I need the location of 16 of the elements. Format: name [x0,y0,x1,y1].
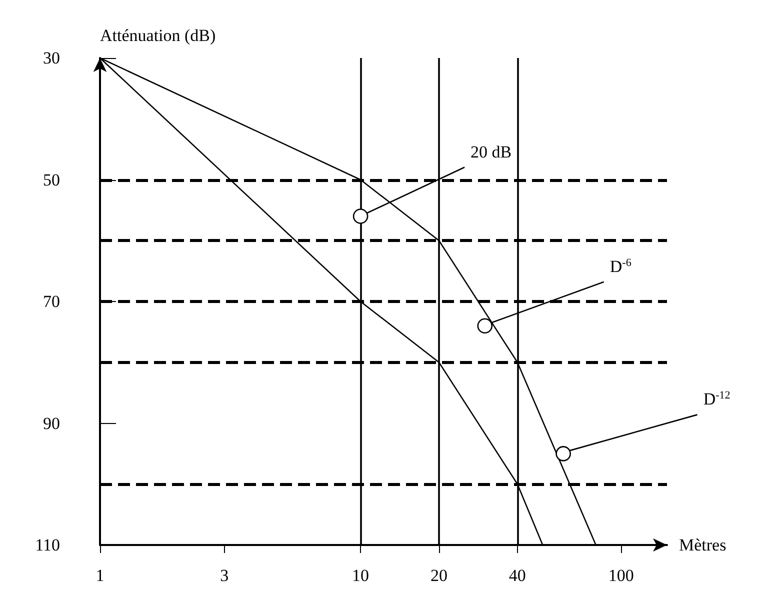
x-tick-label: 100 [608,566,634,585]
y-tick-label: 90 [43,414,60,433]
x-tick-label: 20 [430,566,448,585]
y-tick-label: 110 [35,536,60,554]
y-axis-title: Atténuation (dB) [100,26,216,45]
y-tick-label: 70 [43,292,60,311]
x-tick-label: 1 [96,566,104,585]
y-tick-label: 30 [43,48,60,68]
x-tick-label: 10 [352,566,370,585]
annotation: D$^{-6}$ [610,256,632,276]
x-axis-title: Mètres [679,536,726,554]
annotation: D$^{-12}$ [703,390,730,409]
x-tick-label: 3 [220,566,229,585]
annotation: 20 dB [470,142,512,162]
x-tick-label: 40 [508,566,526,585]
y-tick-label: 50 [43,170,60,190]
